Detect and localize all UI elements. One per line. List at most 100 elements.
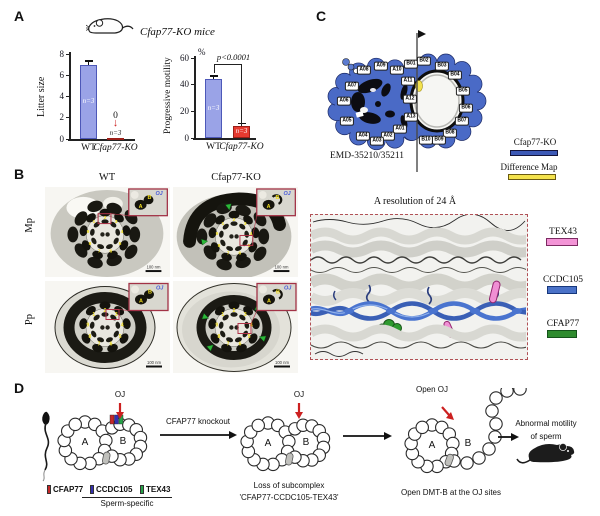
n-label: n=3 — [109, 128, 122, 137]
sperm-icon — [42, 411, 50, 482]
tubule-a-label: A — [81, 437, 89, 448]
sperm-specific-label: Sperm-specific — [100, 499, 154, 508]
doublet-number: 6 — [110, 342, 113, 348]
doublet-number: 5 — [119, 241, 122, 247]
structure-render — [304, 213, 538, 358]
svg-text:B: B — [148, 290, 152, 296]
x-cat-label: WT — [206, 142, 221, 152]
ccdc105-density — [304, 301, 532, 321]
doublet-number: 6 — [110, 249, 113, 255]
row-label-pp: Pp — [24, 314, 35, 326]
mouse-silhouette-icon — [516, 443, 575, 464]
y-axis — [69, 52, 71, 139]
zoom-inset: AB OJ — [256, 282, 297, 312]
bar — [80, 64, 97, 139]
struct-legend-tex43-label: TEX43 — [549, 227, 577, 237]
doublet-number: 8 — [218, 243, 221, 249]
doublet-number: 3 — [244, 312, 247, 318]
loss-caption-line2: 'CFAP77-CCDC105-TEX43' — [239, 493, 339, 502]
oj-subcomplex-mark — [114, 414, 119, 425]
y-tick-label: 0 — [184, 132, 190, 143]
progressive-motility-chart: Progressive motility 0 20 40 60 n=3 WT n=3 Cfap… — [163, 46, 297, 158]
y-tick-mark — [191, 57, 194, 59]
bar — [107, 137, 124, 140]
col-header-wt: WT — [98, 172, 116, 183]
doublet-number: 3 — [115, 219, 118, 225]
open-doublet-arrowhead-icon — [206, 344, 214, 352]
doublet-number: 5 — [119, 334, 122, 340]
row-label-mp: Mp — [24, 218, 35, 233]
legend-ccdc105-swatch — [90, 485, 94, 494]
n-label: n=3 — [235, 127, 248, 135]
scale-bar-label: 100 nm — [275, 265, 289, 270]
map-legend-ko-swatch — [510, 150, 558, 156]
scale-bar-label: 100 nm — [147, 360, 161, 365]
svg-text:A: A — [139, 204, 143, 210]
pf-label: A09 — [373, 61, 389, 71]
tubule-b-label: B — [302, 437, 310, 448]
x-cat-label: Cfap77-KO — [93, 143, 138, 153]
legend-cfap77-swatch — [47, 485, 51, 494]
panel-d-label: D — [14, 380, 25, 396]
pf-label: A03 — [369, 136, 385, 146]
struct-legend-cfap77-swatch — [547, 330, 577, 338]
y-tick-label: 2 — [59, 112, 65, 123]
doublet-number: 4 — [250, 231, 253, 237]
legend-ccdc105-label: CCDC105 — [96, 485, 133, 494]
y-tick-mark — [191, 84, 194, 86]
map-legend-ko-label: Cfap77-KO — [513, 137, 557, 147]
doublet-number: 6 — [239, 250, 242, 256]
y-tick-label: 40 — [180, 79, 189, 90]
doublet-number: 1 — [92, 312, 95, 318]
doublet-number: 3 — [244, 221, 247, 227]
mice-title: Cfap77-KO mice — [140, 26, 215, 38]
pf-label: A07 — [344, 81, 360, 91]
sperm-specific-underline — [82, 497, 172, 498]
svg-text:B: B — [148, 195, 152, 201]
open-doublet-arrowhead-icon — [225, 203, 232, 211]
x-axis — [68, 139, 135, 141]
scale-bar-label: 100 nm — [275, 360, 289, 365]
open-doublet-arrowhead-icon — [201, 313, 210, 320]
svg-text:B: B — [276, 195, 280, 201]
legend-tex43-swatch — [140, 485, 144, 494]
doublet-number: 8 — [89, 241, 92, 247]
svg-text:OJ: OJ — [283, 191, 291, 197]
emd-accession-label: EMD-35210/35211 — [330, 151, 405, 161]
pf-label: B07 — [454, 116, 470, 126]
y-axis — [194, 56, 196, 138]
dmt-schematic — [57, 388, 575, 474]
panel-b-label: B — [14, 166, 25, 182]
tubule-b-label: B — [464, 438, 472, 449]
tem-image-ko-mp: 1 2 3 4 5 6 7 8 9 A B OJ 100 nm — [173, 187, 298, 279]
pf-label: B02 — [416, 56, 432, 66]
scale-bar-label: 100 nm — [147, 265, 161, 270]
y-tick-mark — [66, 53, 69, 55]
knockout-arrow-label: CFAP77 knockout — [165, 417, 231, 426]
pf-label: B08 — [442, 128, 458, 138]
open-caption: Open DMT-B at the OJ sites — [400, 488, 502, 497]
doublet-number: 5 — [248, 334, 251, 340]
pf-label: A05 — [339, 116, 355, 126]
x-cat-label: Cfap77-KO — [219, 142, 264, 152]
doublet-number: 7 — [227, 342, 230, 348]
pf-label: A11 — [401, 76, 415, 86]
doublet-number: 8 — [217, 334, 220, 340]
doublet-number: 7 — [98, 342, 101, 348]
zero-arrow-icon: ↓ — [112, 117, 119, 129]
pf-label: A01 — [392, 124, 408, 134]
y-axis-label: Progressive motility — [163, 57, 173, 135]
x-axis — [193, 138, 256, 140]
sig-drop — [213, 64, 215, 73]
svg-text:A: A — [267, 204, 271, 210]
x-cat-label: WT — [81, 143, 96, 153]
litter-size-chart: Litter size 0 2 4 6 8 n=3 WT n=3 Cfap77-KO 0 ↓ — [36, 46, 162, 158]
outcome-line2: of sperm — [530, 432, 562, 441]
legend-cfap77-label: CFAP77 — [53, 485, 84, 494]
y-tick-label: 8 — [59, 48, 65, 59]
mouse-outline-icon — [86, 18, 134, 34]
y-tick-label: 4 — [59, 91, 65, 101]
doublet-number: 6 — [239, 342, 242, 348]
doublet-number: 1 — [93, 219, 96, 225]
